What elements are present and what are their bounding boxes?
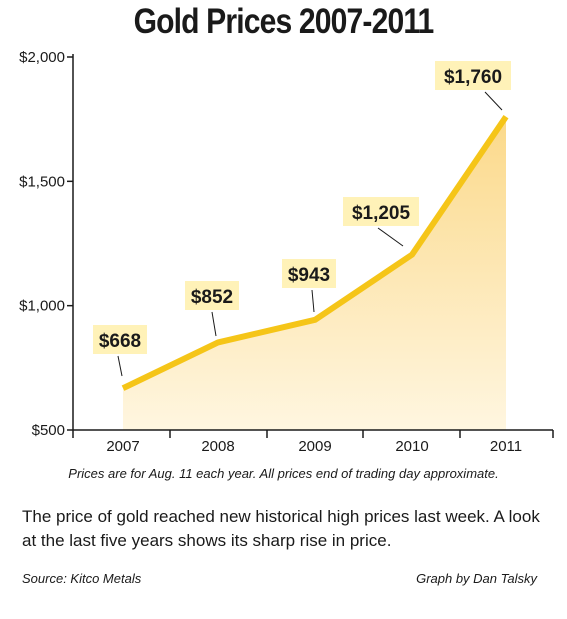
data-label-bg bbox=[93, 325, 147, 354]
price-line bbox=[121, 114, 509, 391]
data-label-bg bbox=[343, 197, 419, 226]
data-label-leader bbox=[377, 227, 404, 247]
graph-credit: Graph by Dan Talsky bbox=[416, 571, 537, 586]
chart-description: The price of gold reached new historical… bbox=[22, 507, 540, 550]
x-tick-label: 2009 bbox=[298, 438, 331, 455]
chart-footnote: Prices are for Aug. 11 each year. All pr… bbox=[68, 466, 499, 481]
data-label-bg bbox=[435, 61, 511, 90]
data-label-leader bbox=[211, 311, 217, 337]
y-tick-label: $1,500 bbox=[19, 173, 65, 190]
data-label: $943 bbox=[288, 265, 330, 286]
data-label-leader bbox=[117, 355, 123, 377]
data-label-leader bbox=[311, 289, 315, 313]
y-tick-label: $1,000 bbox=[19, 298, 65, 315]
data-label: $668 bbox=[99, 331, 141, 352]
data-label-bg bbox=[185, 281, 239, 310]
price-area bbox=[123, 116, 506, 431]
y-tick-label: $500 bbox=[32, 422, 65, 439]
source-credit: Source: Kitco Metals bbox=[22, 571, 142, 586]
data-label: $1,760 bbox=[444, 67, 502, 88]
gold-price-chart: $500 $1,000 $1,500 $2,000 2007 2008 2009 2010 20… bbox=[19, 49, 554, 455]
data-label-bg bbox=[282, 259, 336, 288]
x-tick-label: 2011 bbox=[490, 438, 522, 455]
x-tick-label: 2007 bbox=[106, 438, 139, 455]
data-label-leader bbox=[484, 91, 503, 111]
y-tick-label: $2,000 bbox=[19, 49, 65, 66]
x-tick-label: 2010 bbox=[395, 438, 428, 455]
data-label: $1,205 bbox=[352, 203, 411, 224]
x-tick-label: 2008 bbox=[201, 438, 234, 455]
data-label: $852 bbox=[191, 287, 233, 308]
chart-title: Gold Prices 2007-2011 bbox=[133, 2, 435, 41]
